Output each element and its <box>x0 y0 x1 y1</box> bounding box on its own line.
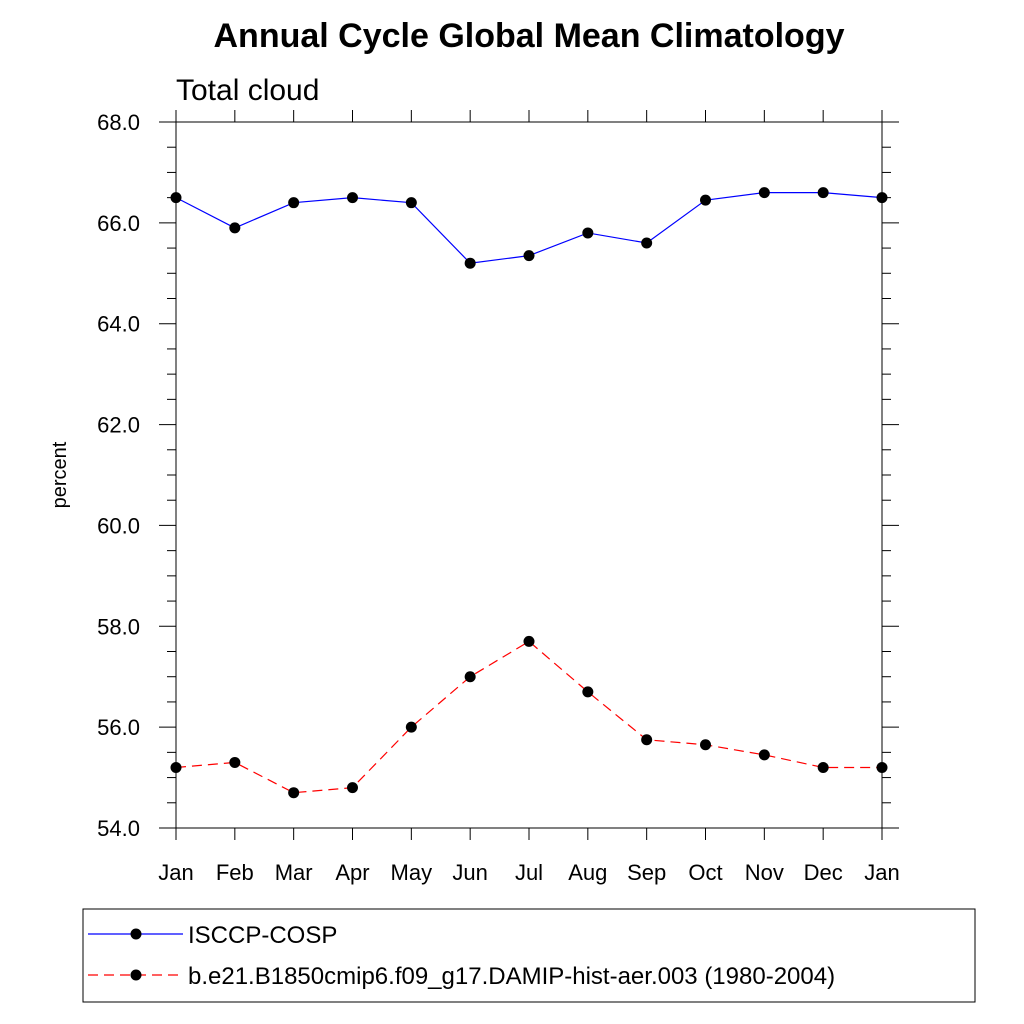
x-tick-label: Mar <box>275 860 313 885</box>
x-tick-label: Aug <box>568 860 607 885</box>
x-tick-label: Nov <box>745 860 784 885</box>
y-tick-label: 56.0 <box>97 715 140 740</box>
x-tick-labels: Jan Feb Mar Apr May Jun Jul Aug Sep Oct Nov Dec Jan <box>158 860 899 885</box>
plot-frame <box>175 121 883 829</box>
series-1-point <box>170 192 182 204</box>
x-tick-label: Oct <box>688 860 722 885</box>
series-1-point <box>700 194 711 206</box>
series-2-point <box>758 749 770 761</box>
series-1-point <box>758 187 770 199</box>
series-2-point <box>464 671 476 683</box>
y-axis-label: percent <box>49 441 71 508</box>
legend-marker-1 <box>130 928 142 940</box>
plot-area <box>159 110 899 840</box>
x-tick-label: Jun <box>452 860 487 885</box>
legend-box <box>82 908 976 1003</box>
y-tick-label: 54.0 <box>97 816 140 841</box>
x-tick-label: May <box>391 860 433 885</box>
series-lines <box>175 192 883 794</box>
x-tick-label: Jan <box>158 860 193 885</box>
series-2-point <box>523 635 535 647</box>
legend: ISCCP-COSP b.e21.B1850cmip6.f09_g17.DAMIP… <box>88 922 835 990</box>
series-1-point <box>347 192 358 204</box>
chart-subtitle: Total cloud <box>176 74 319 107</box>
y-tick-label: 64.0 <box>97 312 140 337</box>
x-tick-label: Sep <box>627 860 666 885</box>
y-tick-label: 68.0 <box>97 110 140 135</box>
series-2-point <box>876 761 888 773</box>
y-tick-label: 62.0 <box>97 413 140 438</box>
series-2-point <box>700 739 711 751</box>
x-tick-label: Feb <box>216 860 254 885</box>
series-1-point <box>464 257 476 269</box>
series-2-point <box>347 782 358 794</box>
series-2-point <box>641 734 653 746</box>
legend-label-2: b.e21.B1850cmip6.f09_g17.DAMIP-hist-aer.… <box>188 963 835 990</box>
legend-label-1: ISCCP-COSP <box>188 922 337 949</box>
x-tick-label: Jan <box>864 860 899 885</box>
x-tick-label: Dec <box>804 860 843 885</box>
legend-marker-2 <box>130 969 142 981</box>
series-2-point <box>582 686 594 698</box>
series-1-point <box>523 250 535 262</box>
series-2-point <box>405 721 417 733</box>
series-2-point <box>229 756 241 768</box>
y-tick-label: 60.0 <box>97 513 140 538</box>
series-1-point <box>288 197 300 209</box>
series-markers <box>170 187 888 799</box>
y-tick-label: 66.0 <box>97 211 140 236</box>
series-1-point <box>876 192 888 204</box>
series-1-point <box>229 222 241 234</box>
series-1-point <box>405 197 417 209</box>
y-tick-labels: 54.0 56.0 58.0 60.0 62.0 64.0 66.0 68.0 <box>97 110 140 841</box>
series-line-2 <box>175 640 882 794</box>
series-2-point <box>817 761 829 773</box>
x-tick-label: Apr <box>335 860 369 885</box>
series-1-point <box>817 187 829 199</box>
chart-title: Annual Cycle Global Mean Climatology <box>214 17 845 55</box>
series-2-point <box>288 787 300 799</box>
x-tick-label: Jul <box>515 860 543 885</box>
series-1-point <box>582 227 594 239</box>
y-tick-label: 58.0 <box>97 614 140 639</box>
series-1-point <box>641 237 653 249</box>
series-2-point <box>170 761 182 773</box>
